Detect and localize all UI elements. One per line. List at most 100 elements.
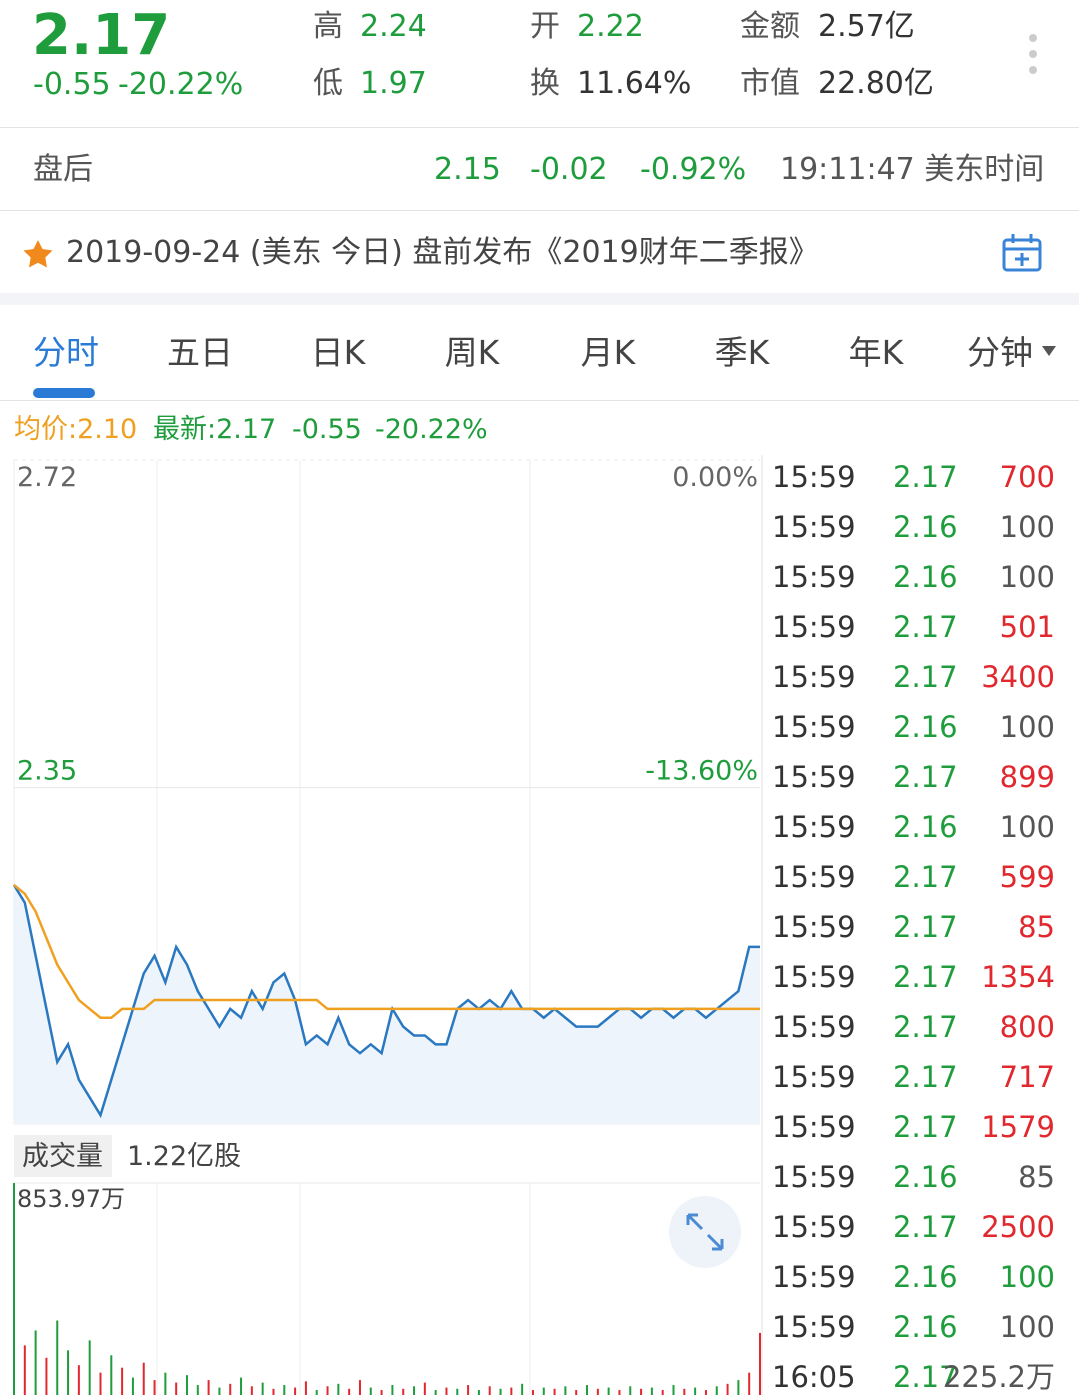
tab[interactable]: 五日	[167, 333, 233, 372]
trade-price: 2.17	[893, 1360, 958, 1394]
trade-price: 2.16	[893, 1260, 958, 1294]
after-hours-pct: -0.92%	[640, 152, 747, 187]
trade-time: 15:59	[772, 460, 856, 494]
volume-bar	[315, 1390, 318, 1395]
volume-bar	[499, 1388, 502, 1395]
stat-value: 1.97	[360, 66, 427, 101]
stat-label: 低	[313, 66, 343, 101]
avg-line	[13, 883, 760, 1020]
trade-volume: 899	[999, 760, 1055, 794]
trade-price: 2.17	[893, 1060, 958, 1094]
section-band	[0, 293, 1079, 305]
trade-price: 2.16	[893, 1310, 958, 1344]
volume-bar	[369, 1387, 372, 1395]
tab[interactable]: 月K	[580, 333, 636, 372]
volume-bar	[240, 1377, 243, 1395]
dot	[1029, 34, 1037, 42]
volume-bar	[45, 1357, 48, 1395]
volume-bar	[207, 1380, 210, 1395]
volume-bar	[672, 1385, 675, 1395]
trade-time: 15:59	[772, 860, 856, 894]
star-icon	[23, 240, 53, 268]
legend-latest: 最新:2.17	[153, 414, 277, 445]
volume-bar	[650, 1387, 653, 1395]
trade-time: 15:59	[772, 660, 856, 694]
volume-label: 成交量	[22, 1141, 103, 1172]
y-tick-label: 2.72	[17, 462, 77, 493]
vertical-grid	[13, 460, 531, 1395]
tab[interactable]: 年K	[848, 333, 904, 372]
trade-volume: 700	[999, 460, 1055, 494]
trade-time: 15:59	[772, 1310, 856, 1344]
volume-bar	[229, 1383, 232, 1395]
trade-price: 2.16	[893, 510, 958, 544]
volume-bar	[99, 1372, 102, 1395]
trade-time: 15:59	[772, 510, 856, 544]
volume-bar	[445, 1387, 448, 1395]
tab-underline	[33, 388, 95, 398]
volume-bar	[272, 1388, 275, 1395]
trade-volume: 100	[999, 1260, 1055, 1294]
trade-price: 2.16	[893, 560, 958, 594]
volume-bar	[618, 1390, 621, 1395]
volume-bar	[294, 1387, 297, 1395]
calendar-icon[interactable]	[1002, 234, 1042, 272]
y-tick-label: 853.97万	[17, 1185, 125, 1213]
trade-volume: 800	[999, 1010, 1055, 1044]
trade-time: 15:59	[772, 1160, 856, 1194]
volume-bar	[477, 1390, 480, 1395]
volume-bar	[13, 1183, 15, 1395]
volume-bar	[704, 1390, 707, 1395]
volume-bar	[67, 1350, 70, 1395]
trade-price: 2.16	[893, 1160, 958, 1194]
volume-bar	[413, 1386, 416, 1395]
volume-bar	[575, 1390, 578, 1395]
trade-volume: 3400	[981, 660, 1055, 694]
volume-bar	[683, 1388, 686, 1395]
trade-volume: 1354	[981, 960, 1055, 994]
trade-price: 2.17	[893, 910, 958, 944]
volume-bar	[423, 1382, 426, 1395]
tab[interactable]: 周K	[444, 333, 500, 372]
tab[interactable]: 季K	[714, 333, 770, 372]
volume-bar	[121, 1367, 124, 1395]
tab[interactable]: 分时	[33, 333, 99, 372]
separator	[0, 210, 1079, 211]
volume-bar	[380, 1390, 383, 1395]
volume-bar	[250, 1386, 253, 1395]
price-area	[14, 884, 760, 1124]
volume-bar	[23, 1345, 26, 1395]
stat-value: 2.24	[360, 9, 427, 44]
trade-volume: 85	[1018, 910, 1055, 944]
volume-bar	[283, 1385, 286, 1395]
volume-bar	[358, 1380, 361, 1395]
stat-value: 2.57亿	[818, 9, 915, 44]
volume-bar	[542, 1387, 545, 1395]
tab[interactable]: 分钟	[967, 333, 1033, 372]
trade-price: 2.16	[893, 810, 958, 844]
zoom-button[interactable]	[669, 1196, 741, 1268]
tab[interactable]: 日K	[310, 333, 366, 372]
y2-tick-label: -13.60%	[645, 756, 758, 787]
volume-bar	[596, 1388, 599, 1395]
trade-volume: 85	[1018, 1160, 1055, 1194]
volume-bar	[77, 1365, 80, 1395]
y-tick-label: 2.35	[17, 756, 77, 787]
stat-label: 开	[530, 9, 560, 44]
trade-time: 15:59	[772, 760, 856, 794]
volume-bar	[661, 1390, 664, 1395]
trade-price: 2.16	[893, 710, 958, 744]
volume-total: 1.22亿股	[127, 1141, 242, 1172]
volume-bar	[304, 1381, 307, 1395]
more-menu[interactable]	[1029, 34, 1037, 74]
after-hours-price: 2.15	[434, 152, 501, 187]
volume-bar	[402, 1388, 405, 1395]
volume-bar	[748, 1372, 751, 1395]
y2-tick-label: 0.00%	[672, 462, 758, 493]
trade-volume: 100	[999, 560, 1055, 594]
trade-time: 15:59	[772, 560, 856, 594]
stat-value: 2.22	[577, 9, 644, 44]
volume-bar	[196, 1385, 199, 1395]
earnings-notice[interactable]: 2019-09-24 (美东 今日) 盘前发布《2019财年二季报》	[66, 235, 819, 270]
trade-time: 15:59	[772, 910, 856, 944]
